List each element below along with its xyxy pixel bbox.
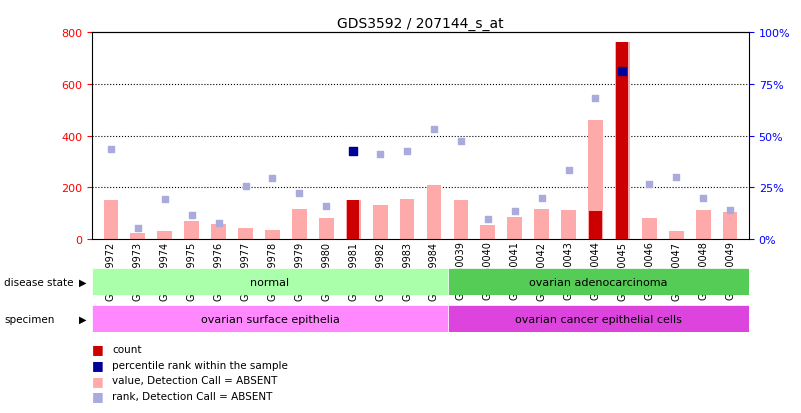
Bar — [372, 206, 388, 240]
Bar — [723, 212, 738, 240]
Bar — [507, 218, 522, 240]
Text: ovarian surface epithelia: ovarian surface epithelia — [200, 314, 340, 324]
Point — [723, 207, 736, 214]
Bar — [211, 224, 226, 240]
Text: disease state: disease state — [4, 277, 74, 287]
Bar — [448, 306, 749, 332]
Bar — [131, 234, 145, 240]
Title: GDS3592 / 207144_s_at: GDS3592 / 207144_s_at — [337, 17, 504, 31]
Text: ■: ■ — [92, 374, 104, 387]
Bar — [319, 219, 334, 240]
Text: ■: ■ — [92, 389, 104, 403]
Point — [131, 225, 144, 232]
Point — [481, 216, 494, 223]
Text: ovarian adenocarcinoma: ovarian adenocarcinoma — [529, 277, 668, 287]
Bar — [92, 306, 448, 332]
Point — [428, 126, 441, 133]
Text: ▶: ▶ — [79, 314, 87, 324]
Bar — [642, 219, 657, 240]
Point — [670, 174, 682, 180]
Bar — [346, 201, 360, 240]
Bar — [534, 210, 549, 240]
Point — [293, 190, 306, 197]
Point — [105, 146, 118, 152]
Text: rank, Detection Call = ABSENT: rank, Detection Call = ABSENT — [112, 391, 272, 401]
Bar — [265, 230, 280, 240]
Bar — [427, 185, 441, 240]
Point — [185, 212, 198, 219]
Point — [616, 69, 629, 75]
Bar — [92, 268, 448, 295]
Point — [589, 95, 602, 102]
Point — [643, 182, 656, 188]
Point — [509, 209, 521, 215]
Bar — [238, 229, 253, 240]
Bar — [562, 211, 576, 240]
Text: count: count — [112, 344, 142, 354]
Point — [454, 139, 467, 145]
Text: percentile rank within the sample: percentile rank within the sample — [112, 360, 288, 370]
Point — [535, 196, 548, 202]
Text: value, Detection Call = ABSENT: value, Detection Call = ABSENT — [112, 375, 277, 385]
Point — [212, 220, 225, 227]
Bar — [615, 43, 630, 240]
Bar — [448, 268, 749, 295]
Bar — [400, 199, 414, 240]
Point — [616, 68, 629, 75]
Bar — [453, 201, 469, 240]
Point — [347, 149, 360, 155]
Bar — [669, 231, 684, 240]
Bar — [616, 43, 629, 240]
Point — [159, 196, 171, 203]
Text: ■: ■ — [92, 342, 104, 356]
Point — [400, 149, 413, 155]
Bar — [157, 231, 172, 240]
Bar — [184, 221, 199, 240]
Point — [374, 151, 387, 158]
Point — [697, 196, 710, 202]
Bar — [292, 210, 307, 240]
Point — [239, 183, 252, 190]
Text: specimen: specimen — [4, 314, 54, 324]
Text: ■: ■ — [92, 358, 104, 371]
Bar — [590, 211, 602, 240]
Text: ▶: ▶ — [79, 277, 87, 287]
Point — [562, 167, 575, 174]
Bar — [347, 201, 360, 240]
Text: normal: normal — [251, 277, 290, 287]
Text: ovarian cancer epithelial cells: ovarian cancer epithelial cells — [515, 314, 682, 324]
Point — [347, 149, 360, 155]
Bar — [588, 121, 603, 240]
Bar — [103, 201, 119, 240]
Point — [320, 203, 332, 210]
Bar — [481, 225, 495, 240]
Bar — [696, 211, 710, 240]
Point — [266, 175, 279, 181]
